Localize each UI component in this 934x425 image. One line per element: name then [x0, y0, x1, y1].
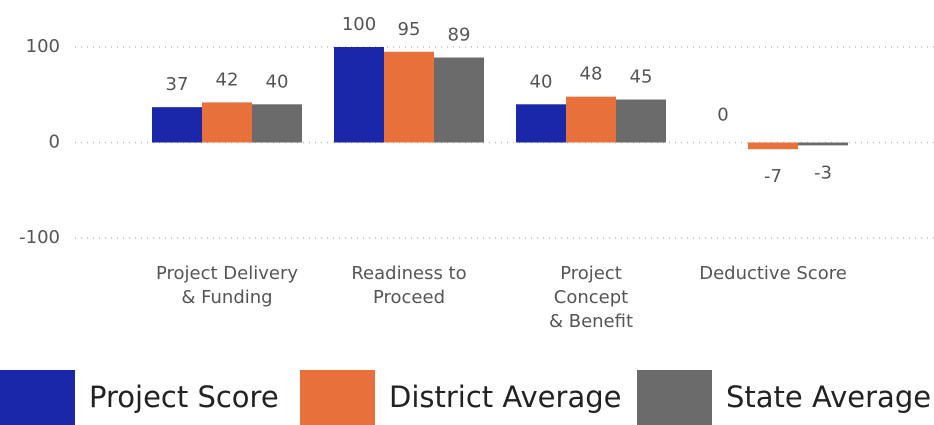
bar: [334, 47, 384, 143]
value-label: 40: [530, 71, 553, 92]
bar: [798, 142, 848, 146]
bar: [152, 107, 202, 143]
bar: [202, 102, 252, 143]
value-label: 42: [216, 69, 239, 90]
value-label: 45: [630, 67, 653, 88]
y-tick-label: 0: [49, 132, 60, 153]
legend-swatch: [0, 370, 75, 425]
legend-swatch: [300, 370, 375, 425]
value-label: 89: [448, 25, 471, 46]
value-label: 95: [398, 19, 421, 40]
x-tick-label: Deductive Score: [699, 263, 847, 284]
x-tick-label: Project Delivery & Funding: [155, 263, 299, 308]
y-tick-label: -100: [19, 227, 60, 248]
bar: [252, 104, 302, 143]
bar: [434, 57, 484, 143]
value-label: 40: [266, 71, 289, 92]
value-label: 0: [717, 105, 728, 126]
y-tick-label: 100: [26, 36, 60, 57]
value-label: -7: [764, 166, 782, 187]
value-label: 100: [342, 14, 376, 35]
bar: [616, 99, 666, 143]
bar: [516, 104, 566, 143]
bar: [566, 96, 616, 143]
x-tick-label: Readiness to Proceed: [351, 263, 467, 308]
value-label: 37: [166, 74, 189, 95]
value-label: -3: [814, 162, 832, 183]
legend-label: Project Score: [89, 380, 279, 414]
value-label: 48: [580, 64, 603, 85]
bar: [384, 51, 434, 143]
legend-label: State Average: [726, 380, 931, 414]
legend-swatch: [637, 370, 712, 425]
x-tick-label: Project Concept & Benefit: [548, 263, 634, 332]
legend-label: District Average: [389, 380, 621, 414]
bar: [748, 142, 798, 150]
